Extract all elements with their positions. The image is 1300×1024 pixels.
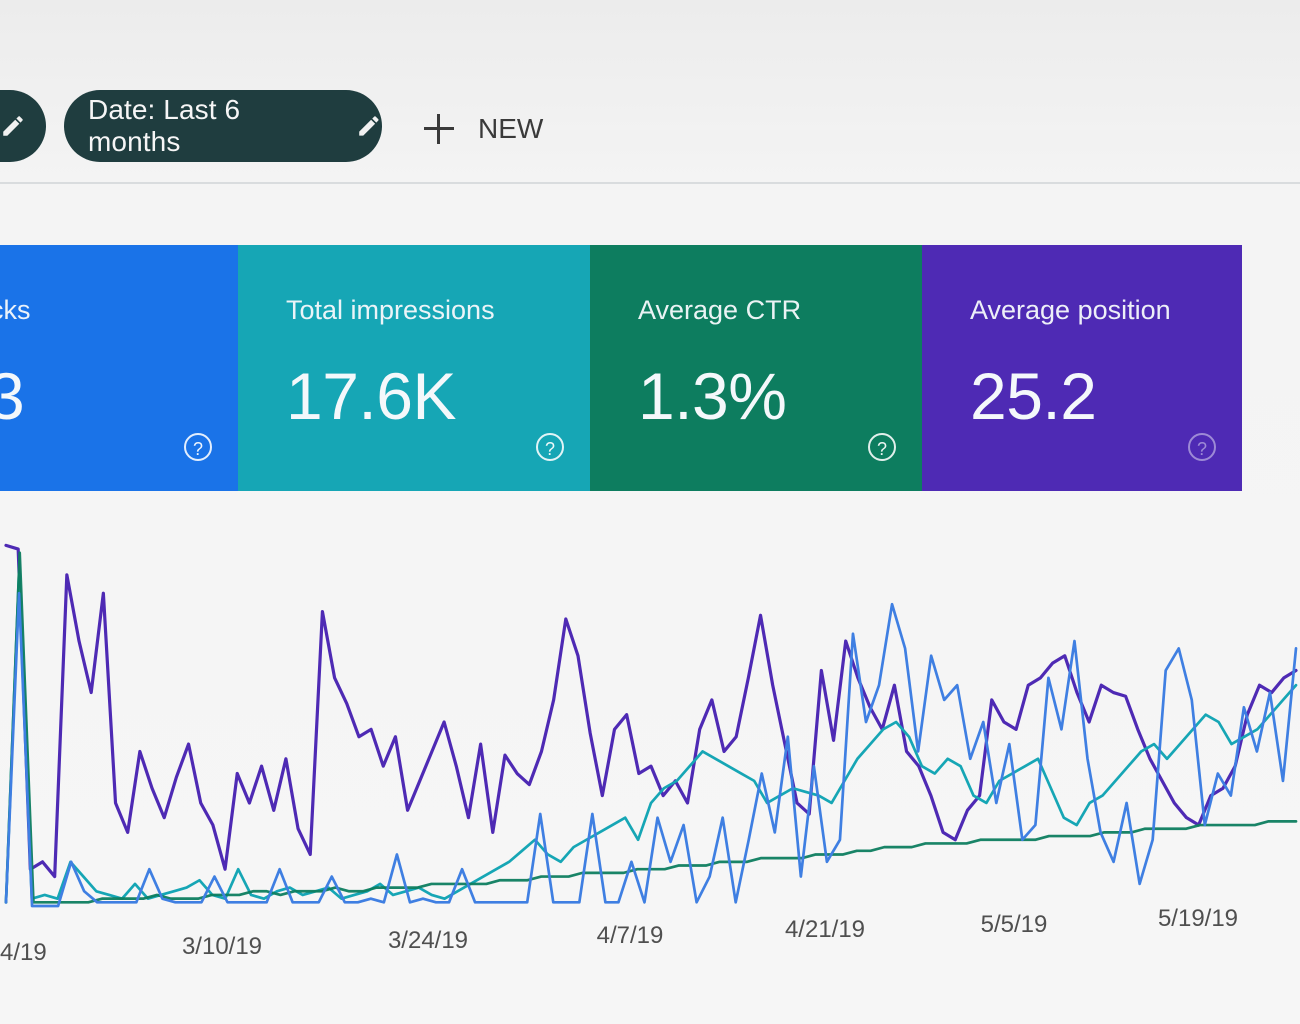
help-icon[interactable]: ?: [1188, 433, 1216, 461]
performance-chart: 4/19 3/10/19 3/24/19 4/7/19 4/21/19 5/5/19 5/1…: [0, 520, 1300, 1020]
toolbar-divider: [0, 182, 1300, 184]
metric-value: 17.6K: [286, 359, 456, 433]
x-tick-label-7: 5/19/19: [1158, 905, 1238, 932]
series-line-4: [4, 591, 1298, 908]
x-tick-label-5: 4/21/19: [785, 916, 865, 943]
metric-value: 1.3%: [638, 359, 787, 433]
x-tick-label-1: 4/19: [0, 939, 47, 966]
date-filter-chip[interactable]: Date: Last 6 months: [64, 90, 382, 162]
metric-card-clicks[interactable]: licks 3 ?: [0, 245, 238, 491]
chart-labels-layer: 4/19 3/10/19 3/24/19 4/7/19 4/21/19 5/5/19 5/1…: [0, 905, 1238, 966]
metric-label: licks: [0, 295, 31, 325]
x-tick-label-6: 5/5/19: [981, 911, 1048, 938]
x-tick-label-3: 3/24/19: [388, 927, 468, 954]
chart-lines-layer: [4, 543, 1298, 908]
series-line-2: [4, 573, 1298, 904]
metric-cards: licks 3 ? Total impressions 17.6K ? Aver…: [0, 245, 1242, 491]
performance-line-chart: 4/19 3/10/19 3/24/19 4/7/19 4/21/19 5/5/19 5/1…: [0, 543, 1298, 966]
metric-label: Average position: [970, 295, 1171, 325]
metric-card-total-impressions[interactable]: Total impressions 17.6K ?: [238, 245, 590, 491]
series-line-1: [4, 543, 1298, 879]
pencil-icon: [359, 116, 379, 136]
metric-card-average-ctr[interactable]: Average CTR 1.3% ?: [590, 245, 922, 491]
date-filter-label: Date: Last 6 months: [88, 94, 241, 157]
help-icon[interactable]: ?: [536, 433, 564, 461]
metric-card-average-position[interactable]: Average position 25.2 ?: [922, 245, 1242, 491]
series-line-3: [4, 551, 1298, 904]
help-icon[interactable]: ?: [184, 433, 212, 461]
metric-value: 25.2: [970, 359, 1097, 433]
metric-value: 3: [0, 359, 25, 433]
filter-toolbar: Date: Last 6 months NEW: [0, 68, 1300, 188]
x-tick-label-4: 4/7/19: [597, 922, 664, 949]
left-filter-chip[interactable]: [0, 90, 46, 162]
new-button-label: NEW: [478, 113, 544, 144]
pencil-icon: [3, 116, 23, 136]
plus-icon: [422, 112, 456, 146]
metric-label: Total impressions: [286, 295, 495, 325]
metric-label: Average CTR: [638, 295, 802, 325]
new-filter-button[interactable]: NEW: [422, 108, 543, 150]
help-icon[interactable]: ?: [868, 433, 896, 461]
x-tick-label-2: 3/10/19: [182, 933, 262, 960]
